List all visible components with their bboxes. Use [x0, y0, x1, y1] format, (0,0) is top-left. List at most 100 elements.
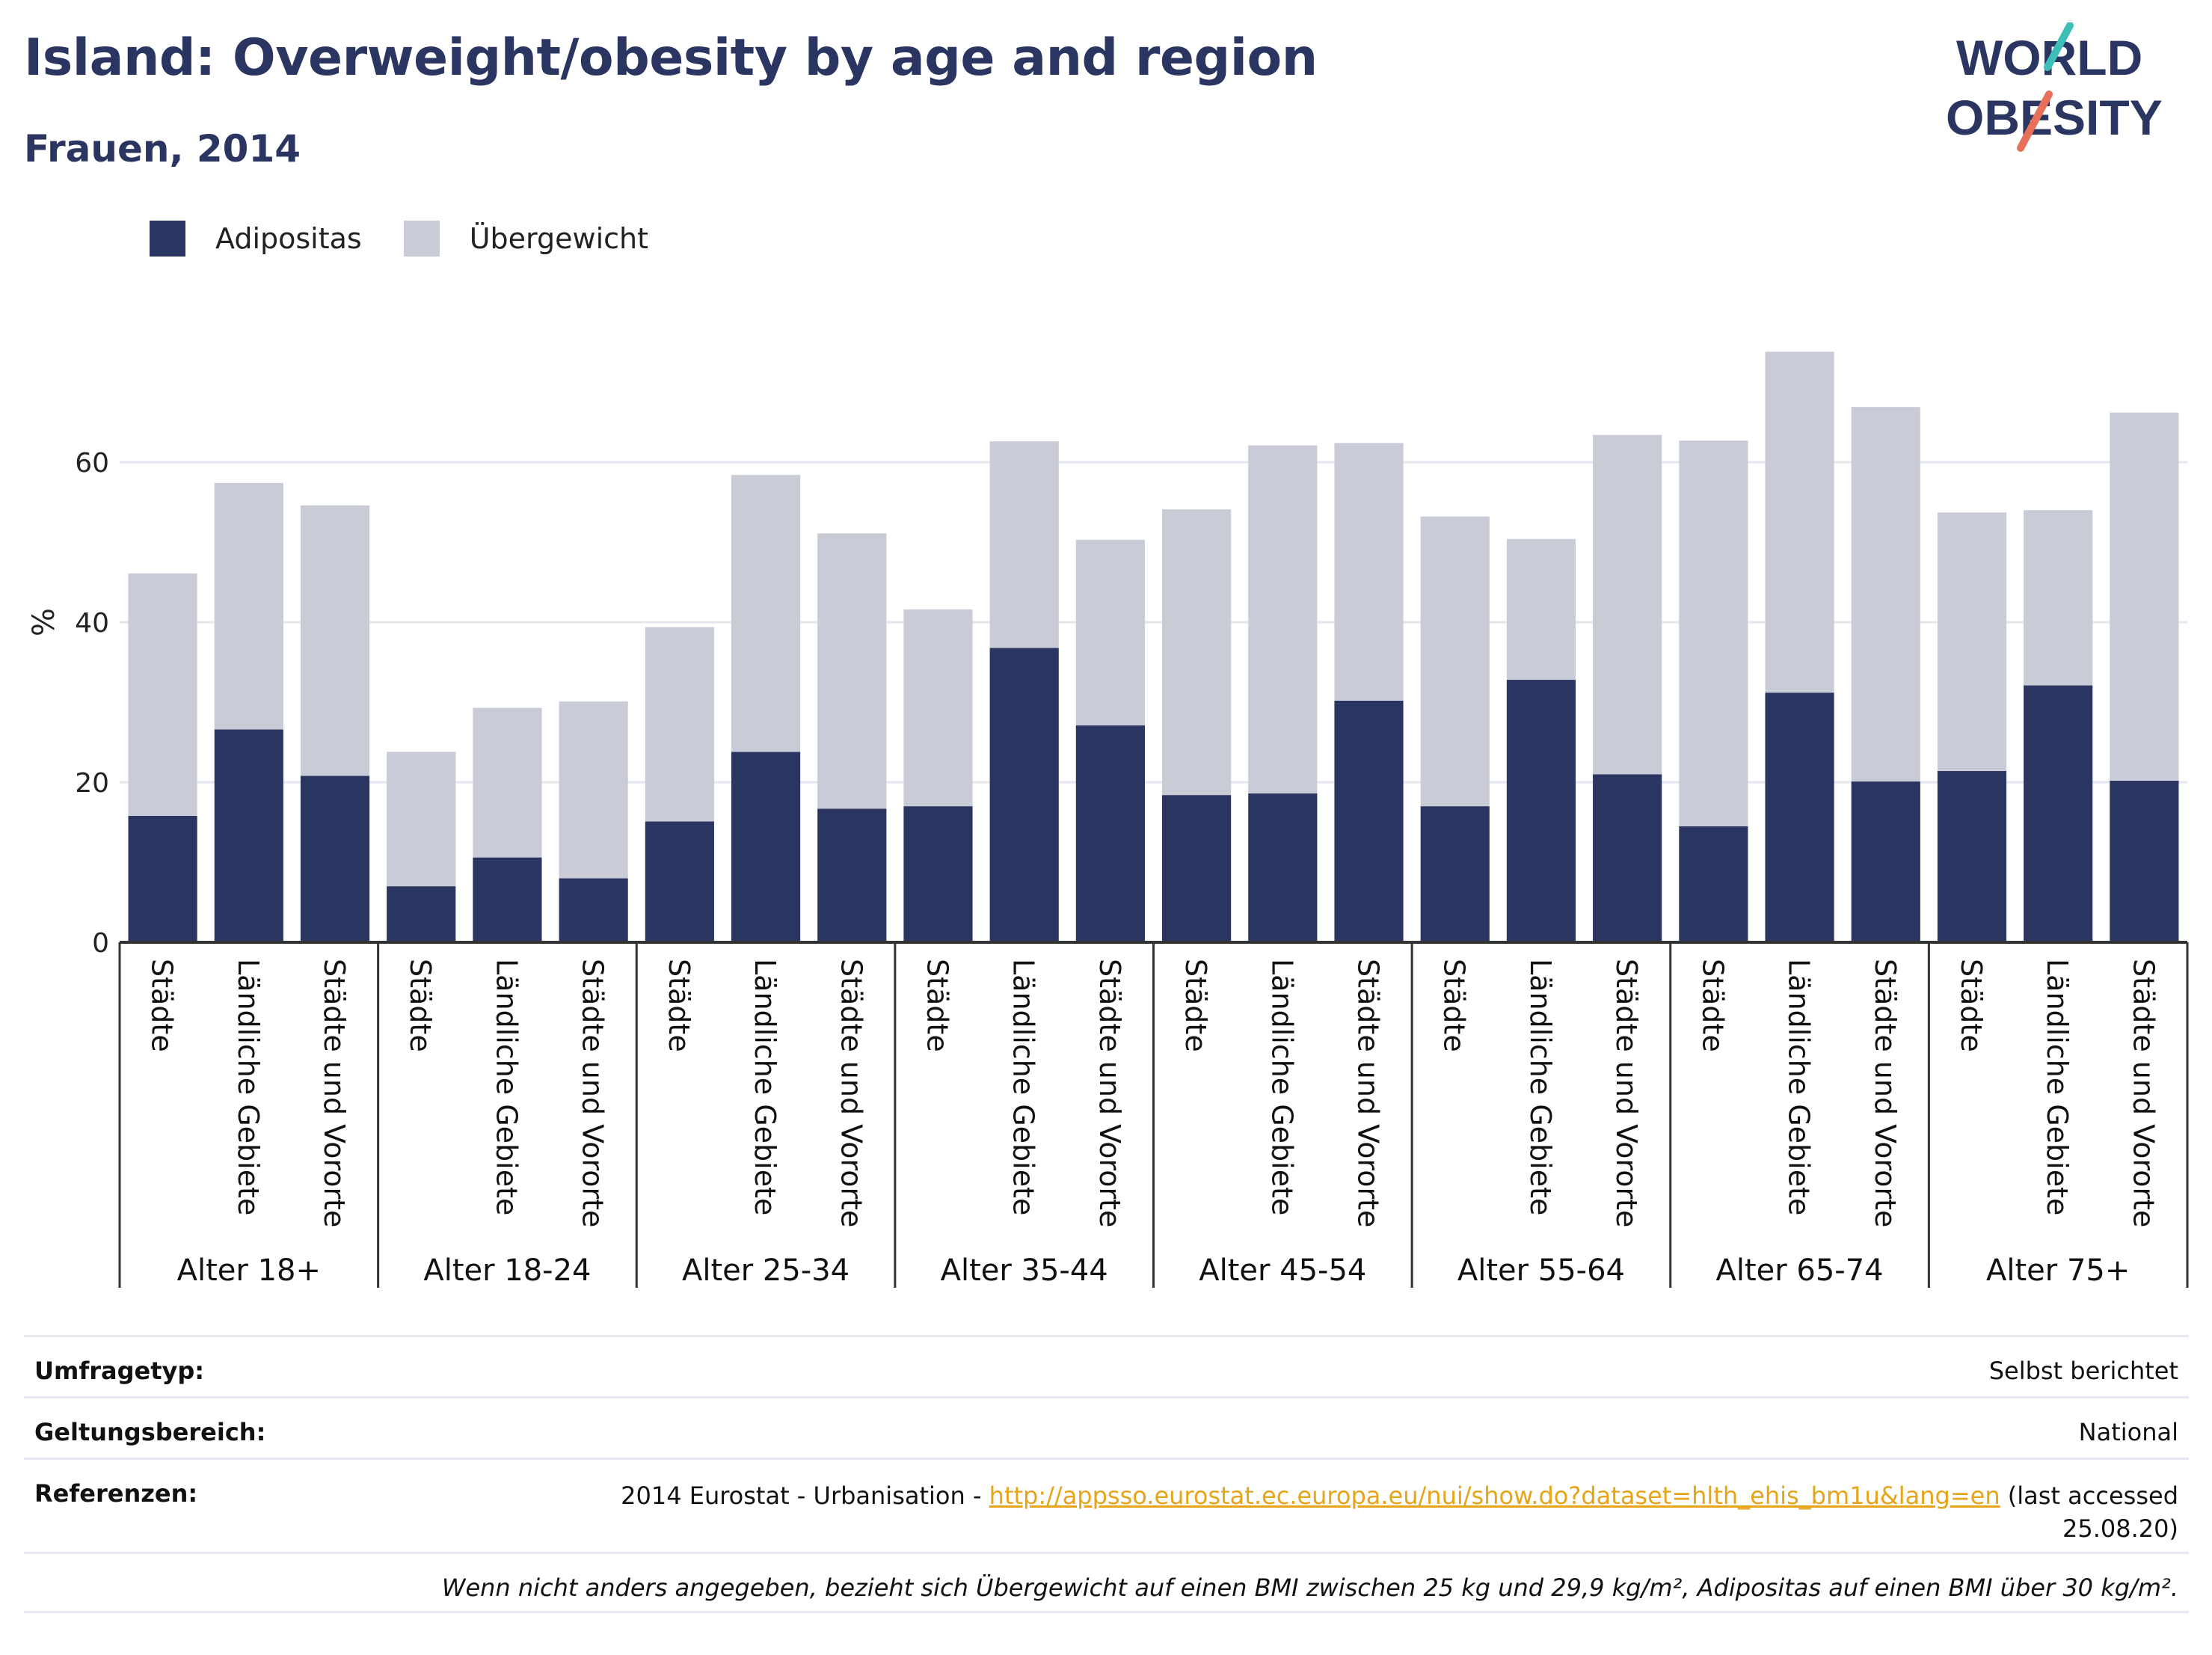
info-val-references: 2014 Eurostat - Urbanisation - http://ap…: [621, 1479, 2178, 1545]
x-group-label: Alter 18+: [177, 1253, 321, 1288]
y-tick-label: 40: [75, 608, 109, 639]
x-category-label: Städte und Vororte: [1869, 959, 1902, 1227]
bar-adipositas: [1593, 774, 1662, 942]
chart-subtitle: Frauen, 2014: [24, 127, 301, 171]
legend: Adipositas Übergewicht: [150, 221, 690, 257]
x-category-label: Ländliche Gebiete: [749, 959, 781, 1215]
bar-adipositas: [1334, 700, 1404, 942]
x-category-label: Ländliche Gebiete: [490, 959, 523, 1215]
bar-adipositas: [1248, 793, 1318, 942]
bar-uebergewicht: [1075, 539, 1145, 726]
x-group-label: Alter 55-64: [1457, 1253, 1625, 1288]
x-category-label: Städte: [1696, 959, 1729, 1052]
bar-adipositas: [645, 821, 714, 942]
x-category-label: Städte: [146, 959, 179, 1052]
bar-uebergewicht: [559, 701, 628, 879]
info-row-scope: Geltungsbereich: National: [24, 1396, 2189, 1458]
x-group-label: Alter 18-24: [423, 1253, 591, 1288]
x-category-label: Städte und Vororte: [2127, 959, 2160, 1227]
bar-uebergewicht: [903, 609, 973, 807]
bar-uebergewicht: [1334, 443, 1404, 701]
x-category-label: Ländliche Gebiete: [1265, 959, 1298, 1215]
legend-item-adipositas[interactable]: Adipositas: [150, 221, 362, 257]
bar-adipositas: [1765, 693, 1834, 942]
bar-uebergewicht: [2110, 412, 2179, 781]
x-category-label: Ländliche Gebiete: [1007, 959, 1040, 1215]
x-category-label: Städte: [1438, 959, 1471, 1052]
x-group-label: Alter 65-74: [1715, 1253, 1883, 1288]
bar-uebergewicht: [1765, 351, 1834, 693]
bar-adipositas: [1420, 806, 1490, 942]
reference-link[interactable]: http://appsso.eurostat.ec.europa.eu/nui/…: [989, 1481, 2000, 1510]
bar-adipositas: [731, 752, 801, 942]
x-category-label: Städte und Vororte: [835, 959, 867, 1227]
x-group-label: Alter 75+: [1986, 1253, 2130, 1288]
bar-uebergewicht: [128, 573, 197, 816]
bar-uebergewicht: [1937, 512, 2007, 772]
bar-adipositas: [300, 776, 370, 942]
info-key-survey-type: Umfragetyp:: [34, 1357, 205, 1385]
bar-adipositas: [473, 857, 542, 942]
x-category-label: Ländliche Gebiete: [232, 959, 265, 1215]
footnote: Wenn nicht anders angegeben, bezieht sic…: [441, 1573, 2178, 1602]
x-category-label: Städte und Vororte: [1352, 959, 1385, 1227]
x-category-label: Städte: [663, 959, 695, 1052]
reference-prefix: 2014 Eurostat - Urbanisation -: [621, 1481, 989, 1510]
bar-adipositas: [989, 648, 1059, 942]
info-row-footnote: Wenn nicht anders angegeben, bezieht sic…: [24, 1552, 2189, 1613]
world-obesity-logo: WORLD OBESITY: [1946, 22, 2163, 152]
y-tick-label: 20: [75, 768, 109, 799]
bar-uebergewicht: [1162, 509, 1232, 796]
y-axis-label: %: [27, 608, 61, 636]
bar-uebergewicht: [1506, 538, 1576, 681]
chart-title: Island: Overweight/obesity by age and re…: [24, 28, 1318, 87]
bar-adipositas: [903, 806, 973, 942]
info-table: Umfragetyp: Selbst berichtet Geltungsber…: [24, 1335, 2189, 1613]
info-key-references: Referenzen:: [34, 1479, 198, 1508]
legend-swatch-adipositas: [150, 221, 185, 257]
x-category-label: Ländliche Gebiete: [1524, 959, 1557, 1215]
bar-uebergewicht: [989, 441, 1059, 648]
x-group-label: Alter 25-34: [682, 1253, 850, 1288]
x-category-label: Ländliche Gebiete: [1783, 959, 1816, 1215]
info-row-references: Referenzen: 2014 Eurostat - Urbanisation…: [24, 1458, 2189, 1552]
legend-swatch-uebergewicht: [403, 221, 440, 257]
info-val-scope: National: [2078, 1418, 2178, 1446]
x-category-label: Städte: [1955, 959, 1988, 1052]
x-category-label: Städte und Vororte: [577, 959, 609, 1227]
x-category-label: Städte und Vororte: [318, 959, 351, 1227]
x-category-label: Städte: [921, 959, 953, 1052]
bar-adipositas: [2024, 685, 2093, 942]
bar-adipositas: [1679, 826, 1748, 942]
bar-uebergewicht: [1248, 445, 1318, 793]
bar-uebergewicht: [645, 627, 714, 822]
x-group-label: Alter 35-44: [941, 1253, 1108, 1288]
legend-item-uebergewicht[interactable]: Übergewicht: [403, 221, 648, 257]
bar-adipositas: [2110, 780, 2179, 942]
stacked-bar-chart: 0 20 40 60% Städte Ländliche Gebiete Städte un…: [27, 351, 2189, 1288]
bar-adipositas: [1162, 795, 1232, 942]
legend-label-uebergewicht: Übergewicht: [469, 222, 648, 255]
bar-uebergewicht: [473, 707, 542, 858]
reference-suffix-1: (last accessed: [2000, 1481, 2178, 1510]
bar-uebergewicht: [1679, 440, 1748, 826]
x-category-label: Städte und Vororte: [1610, 959, 1643, 1227]
legend-label-adipositas: Adipositas: [215, 222, 362, 255]
x-category-label: Städte: [1179, 959, 1212, 1052]
bar-uebergewicht: [731, 475, 801, 752]
bar-adipositas: [214, 729, 283, 942]
bar-uebergewicht: [817, 533, 887, 809]
y-tick-label: 60: [75, 448, 109, 479]
info-row-survey-type: Umfragetyp: Selbst berichtet: [24, 1335, 2189, 1396]
bar-adipositas: [387, 886, 456, 942]
bar-adipositas: [1075, 725, 1145, 942]
info-val-survey-type: Selbst berichtet: [1988, 1357, 2178, 1385]
reference-suffix-2: 25.08.20): [2062, 1514, 2178, 1543]
bar-uebergewicht: [214, 482, 283, 730]
bar-uebergewicht: [387, 752, 456, 887]
bar-adipositas: [1937, 771, 2007, 942]
logo-slash-teal: [2044, 22, 2074, 71]
bar-adipositas: [559, 878, 628, 942]
x-category-label: Ländliche Gebiete: [2041, 959, 2074, 1215]
info-key-scope: Geltungsbereich:: [34, 1418, 266, 1446]
